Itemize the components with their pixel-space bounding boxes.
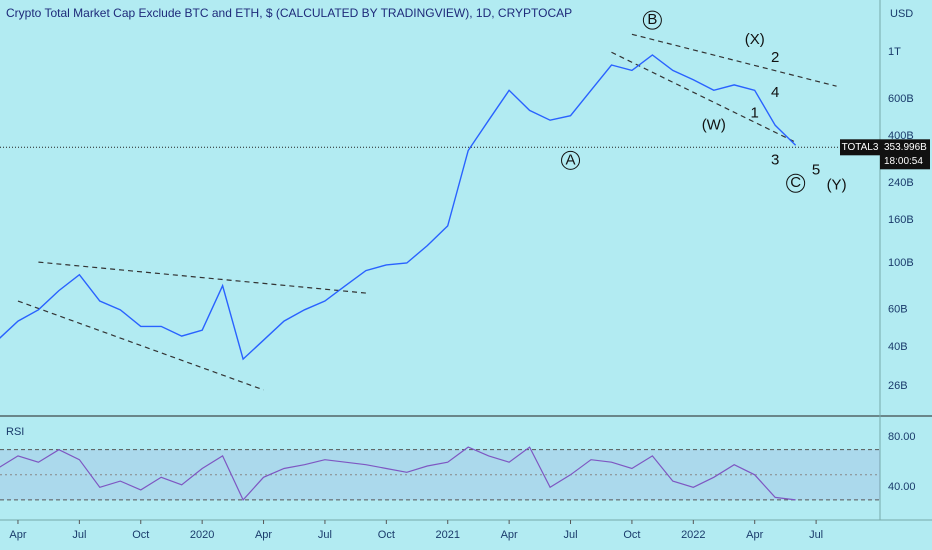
annotation: C [790, 174, 801, 191]
y-tick-label: 160B [888, 214, 914, 226]
annotation-circle [561, 150, 581, 170]
annotation-circle [642, 10, 662, 30]
rsi-line [0, 446, 796, 501]
x-tick-label: Oct [132, 529, 149, 541]
annotation: 5 [812, 161, 820, 178]
x-tick-label: Apr [746, 529, 763, 541]
trendline [38, 261, 366, 294]
y-tick-label: 400B [888, 130, 914, 142]
x-tick-label: Apr [255, 529, 272, 541]
last-value-label: 353.996B [884, 142, 927, 153]
annotation: (W) [702, 116, 726, 133]
y-tick-label: 600B [888, 93, 914, 105]
x-tick-label: Apr [501, 529, 518, 541]
x-tick-label: Jul [809, 529, 823, 541]
rsi-tick-label: 40.00 [888, 481, 916, 493]
annotation-circle [786, 173, 806, 193]
x-tick-label: 2022 [681, 529, 705, 541]
y-tick-label: 26B [888, 380, 908, 392]
price-line [0, 54, 797, 361]
symbol-box [840, 139, 880, 156]
x-tick-label: Jul [318, 529, 332, 541]
annotation: 4 [771, 84, 779, 101]
y-tick-label: 240B [888, 177, 914, 189]
annotation: B [647, 11, 657, 28]
annotation: A [566, 151, 576, 168]
y-tick-label: 60B [888, 304, 908, 316]
x-tick-label: Oct [378, 529, 395, 541]
y-tick-label: 40B [888, 341, 908, 353]
rsi-tick-label: 80.00 [888, 431, 916, 443]
countdown-label: 18:00:54 [884, 156, 923, 167]
x-tick-label: Jul [563, 529, 577, 541]
annotation: (Y) [827, 177, 847, 194]
y-tick-label: 1T [888, 46, 901, 58]
annotation: 1 [751, 104, 759, 121]
chart-title: Crypto Total Market Cap Exclude BTC and … [6, 6, 572, 20]
x-tick-label: 2020 [190, 529, 214, 541]
annotation: 3 [771, 151, 779, 168]
y-tick-label: 100B [888, 257, 914, 269]
trendline [631, 33, 837, 87]
trendline [17, 300, 264, 391]
x-tick-label: Apr [9, 529, 26, 541]
unit-label: USD [890, 8, 913, 20]
annotation: 2 [771, 49, 779, 66]
trendline [611, 51, 796, 143]
symbol-label: TOTAL3 [842, 142, 879, 153]
rsi-title: RSI [6, 426, 24, 438]
x-tick-label: Jul [72, 529, 86, 541]
annotation: (X) [745, 31, 765, 48]
last-value-box [880, 139, 930, 170]
x-tick-label: Oct [623, 529, 640, 541]
x-tick-label: 2021 [435, 529, 459, 541]
